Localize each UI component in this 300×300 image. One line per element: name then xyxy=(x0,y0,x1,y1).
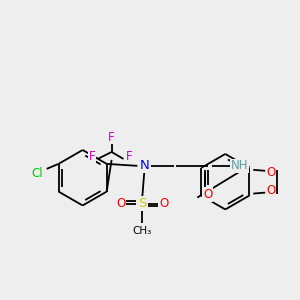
Text: S: S xyxy=(138,197,146,210)
Text: N: N xyxy=(140,159,149,172)
Text: F: F xyxy=(108,130,115,144)
Text: CH₃: CH₃ xyxy=(133,226,152,236)
Text: F: F xyxy=(126,150,133,164)
Text: O: O xyxy=(266,166,276,179)
Text: O: O xyxy=(116,197,125,210)
Text: O: O xyxy=(266,184,276,197)
Text: Cl: Cl xyxy=(31,167,43,180)
Text: O: O xyxy=(203,188,212,201)
Text: F: F xyxy=(88,150,95,164)
Text: NH: NH xyxy=(231,159,248,172)
Text: O: O xyxy=(160,197,169,210)
